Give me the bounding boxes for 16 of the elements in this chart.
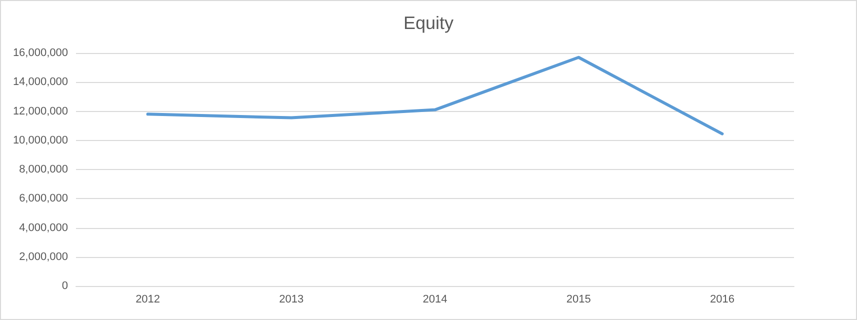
x-tick-label: 2012 — [136, 294, 160, 306]
y-tick-label: 14,000,000 — [12, 76, 68, 88]
y-tick-label: 4,000,000 — [19, 222, 68, 234]
y-tick-label: 6,000,000 — [19, 192, 68, 205]
chart-title: Equity — [403, 13, 454, 33]
line-series — [146, 56, 724, 136]
y-tick-label: 0 — [62, 280, 68, 292]
x-tick-label: 2014 — [422, 294, 448, 306]
y-tick-label: 8,000,000 — [19, 164, 68, 176]
y-tick-label: 10,000,000 — [12, 134, 68, 146]
x-tick-label: 2015 — [566, 294, 591, 306]
x-tick-label: 2013 — [279, 294, 304, 306]
y-tick-label: 12,000,000 — [12, 105, 68, 118]
y-tick-label: 2,000,000 — [19, 250, 68, 263]
x-tick-label: 2016 — [710, 294, 734, 306]
y-tick-label: 16,000,000 — [12, 47, 68, 59]
